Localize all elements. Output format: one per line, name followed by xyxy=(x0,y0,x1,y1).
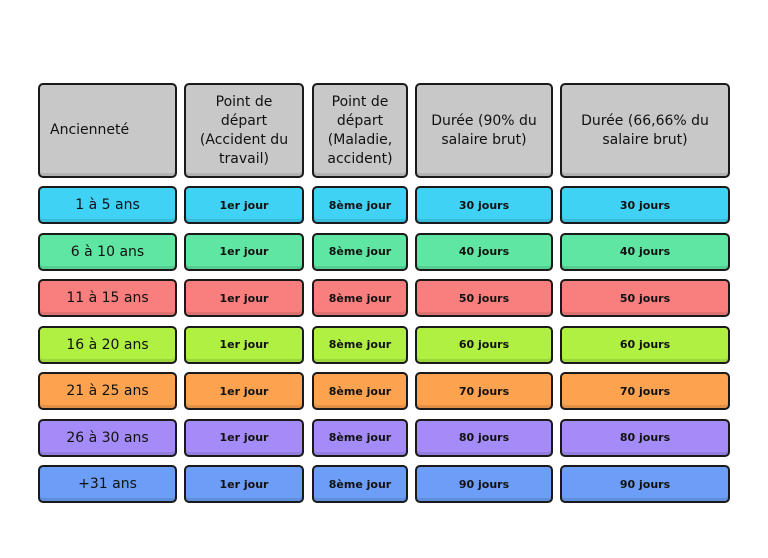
table-cell: 8ème jour xyxy=(312,418,408,457)
table-cell: 30 jours xyxy=(560,186,730,224)
table-cell: 60 jours xyxy=(560,325,730,364)
table-cell: 8ème jour xyxy=(312,186,408,224)
row-label: 26 à 30 ans xyxy=(38,418,177,457)
table-cell: 80 jours xyxy=(560,418,730,457)
table-cell: 8ème jour xyxy=(312,325,408,364)
table-cell: 1er jour xyxy=(184,372,304,410)
header-point-depart-maladie: Point de départ (Maladie, accident) xyxy=(312,83,408,178)
row-label: 16 à 20 ans xyxy=(38,325,177,364)
table-cell: 8ème jour xyxy=(312,465,408,503)
table-cell: 1er jour xyxy=(184,279,304,317)
table-cell: 8ème jour xyxy=(312,279,408,317)
table-cell: 30 jours xyxy=(415,186,553,224)
row-label: 1 à 5 ans xyxy=(38,186,177,224)
table-cell: 80 jours xyxy=(415,418,553,457)
table-cell: 60 jours xyxy=(415,325,553,364)
table-cell: 1er jour xyxy=(184,325,304,364)
table-cell: 70 jours xyxy=(560,372,730,410)
table-cell: 8ème jour xyxy=(312,232,408,271)
row-label: 11 à 15 ans xyxy=(38,279,177,317)
table-cell: 1er jour xyxy=(184,186,304,224)
table-cell: 90 jours xyxy=(415,465,553,503)
row-label: 21 à 25 ans xyxy=(38,372,177,410)
row-label: 6 à 10 ans xyxy=(38,232,177,271)
table-cell: 1er jour xyxy=(184,232,304,271)
table-cell: 8ème jour xyxy=(312,372,408,410)
table-cell: 40 jours xyxy=(560,232,730,271)
table-cell: 1er jour xyxy=(184,465,304,503)
header-point-depart-accident-travail: Point de départ (Accident du travail) xyxy=(184,83,304,178)
row-label: +31 ans xyxy=(38,465,177,503)
header-duree-6666: Durée (66,66% du salaire brut) xyxy=(560,83,730,178)
table-cell: 90 jours xyxy=(560,465,730,503)
table-cell: 70 jours xyxy=(415,372,553,410)
header-duree-90: Durée (90% du salaire brut) xyxy=(415,83,553,178)
header-anciennete: Ancienneté xyxy=(38,83,177,178)
table-cell: 40 jours xyxy=(415,232,553,271)
table-cell: 1er jour xyxy=(184,418,304,457)
table-cell: 50 jours xyxy=(560,279,730,317)
table-cell: 50 jours xyxy=(415,279,553,317)
